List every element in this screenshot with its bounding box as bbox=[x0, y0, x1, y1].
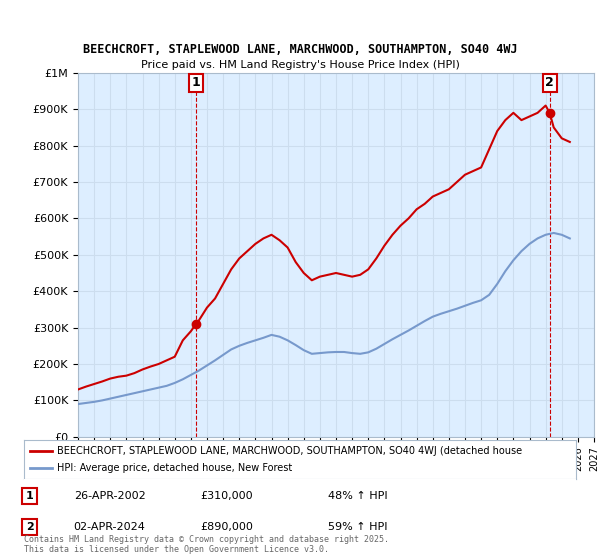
Text: 59% ↑ HPI: 59% ↑ HPI bbox=[328, 522, 387, 532]
Text: Price paid vs. HM Land Registry's House Price Index (HPI): Price paid vs. HM Land Registry's House … bbox=[140, 60, 460, 70]
Text: Contains HM Land Registry data © Crown copyright and database right 2025.
This d: Contains HM Land Registry data © Crown c… bbox=[24, 535, 389, 554]
Text: £890,000: £890,000 bbox=[200, 522, 254, 532]
Text: BEECHCROFT, STAPLEWOOD LANE, MARCHWOOD, SOUTHAMPTON, SO40 4WJ (detached house: BEECHCROFT, STAPLEWOOD LANE, MARCHWOOD, … bbox=[57, 446, 522, 456]
Text: 2: 2 bbox=[545, 77, 554, 90]
Text: 26-APR-2002: 26-APR-2002 bbox=[74, 491, 145, 501]
Text: £310,000: £310,000 bbox=[200, 491, 253, 501]
Text: 2: 2 bbox=[26, 522, 34, 532]
Text: 1: 1 bbox=[26, 491, 34, 501]
Text: HPI: Average price, detached house, New Forest: HPI: Average price, detached house, New … bbox=[57, 463, 292, 473]
Text: BEECHCROFT, STAPLEWOOD LANE, MARCHWOOD, SOUTHAMPTON, SO40 4WJ: BEECHCROFT, STAPLEWOOD LANE, MARCHWOOD, … bbox=[83, 43, 517, 56]
Text: 1: 1 bbox=[191, 77, 200, 90]
Text: 48% ↑ HPI: 48% ↑ HPI bbox=[328, 491, 387, 501]
Text: 02-APR-2024: 02-APR-2024 bbox=[74, 522, 146, 532]
